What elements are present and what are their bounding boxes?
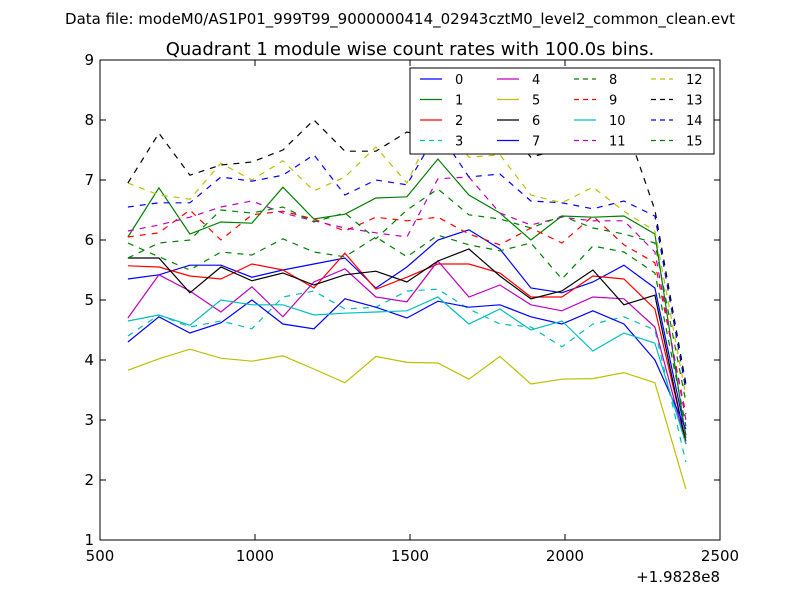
x-offset-label: +1.9828e8 — [636, 568, 720, 586]
x-tick-label: 1000 — [236, 547, 274, 565]
series-line-10 — [127, 296, 687, 445]
legend-label-2: 2 — [455, 114, 463, 129]
legend-label-10: 10 — [609, 114, 626, 129]
legend-label-9: 9 — [609, 94, 617, 109]
y-tick-label: 8 — [84, 111, 94, 129]
y-tick-label: 5 — [84, 291, 94, 309]
series-line-15 — [127, 188, 687, 403]
series-line-5 — [127, 348, 687, 490]
series-line-11 — [127, 176, 687, 421]
y-tick-label: 1 — [84, 531, 94, 549]
series-line-4 — [127, 260, 687, 445]
data-file-header: Data file: modeM0/AS1P01_999T99_90000004… — [65, 10, 735, 29]
series-line-7 — [127, 298, 687, 430]
legend-label-0: 0 — [455, 73, 463, 88]
legend-label-12: 12 — [686, 73, 703, 88]
legend-label-5: 5 — [532, 94, 540, 109]
legend-label-3: 3 — [455, 135, 463, 150]
x-tick-label: 2000 — [546, 547, 584, 565]
y-tick-label: 6 — [84, 231, 94, 249]
series-line-3 — [127, 288, 687, 463]
legend-label-11: 11 — [609, 135, 626, 150]
y-tick-label: 7 — [84, 171, 94, 189]
series-line-1 — [127, 158, 687, 439]
chart-title: Quadrant 1 module wise count rates with … — [166, 39, 655, 60]
series-line-6 — [127, 248, 687, 445]
series-line-2 — [127, 252, 687, 442]
series-line-12 — [127, 117, 687, 397]
legend-label-6: 6 — [532, 114, 540, 129]
series-line-13 — [127, 118, 687, 385]
legend-box — [409, 67, 715, 155]
series-line-0 — [127, 229, 687, 436]
legend-label-4: 4 — [532, 73, 540, 88]
legend-label-14: 14 — [686, 114, 703, 129]
x-tick-label: 2500 — [701, 547, 739, 565]
legend-label-15: 15 — [686, 135, 703, 150]
series-line-9 — [127, 209, 687, 415]
legend-label-7: 7 — [532, 135, 540, 150]
series-line-8 — [127, 234, 687, 427]
x-tick-label: 500 — [86, 547, 115, 565]
legend-label-1: 1 — [455, 94, 463, 109]
y-tick-label: 3 — [84, 411, 94, 429]
y-tick-label: 9 — [84, 51, 94, 69]
legend-label-8: 8 — [609, 73, 617, 88]
y-tick-label: 2 — [84, 471, 94, 489]
legend-label-13: 13 — [686, 94, 703, 109]
y-tick-label: 4 — [84, 351, 94, 369]
series-lines — [127, 117, 687, 490]
x-tick-label: 1500 — [391, 547, 429, 565]
series-line-14 — [127, 129, 687, 391]
